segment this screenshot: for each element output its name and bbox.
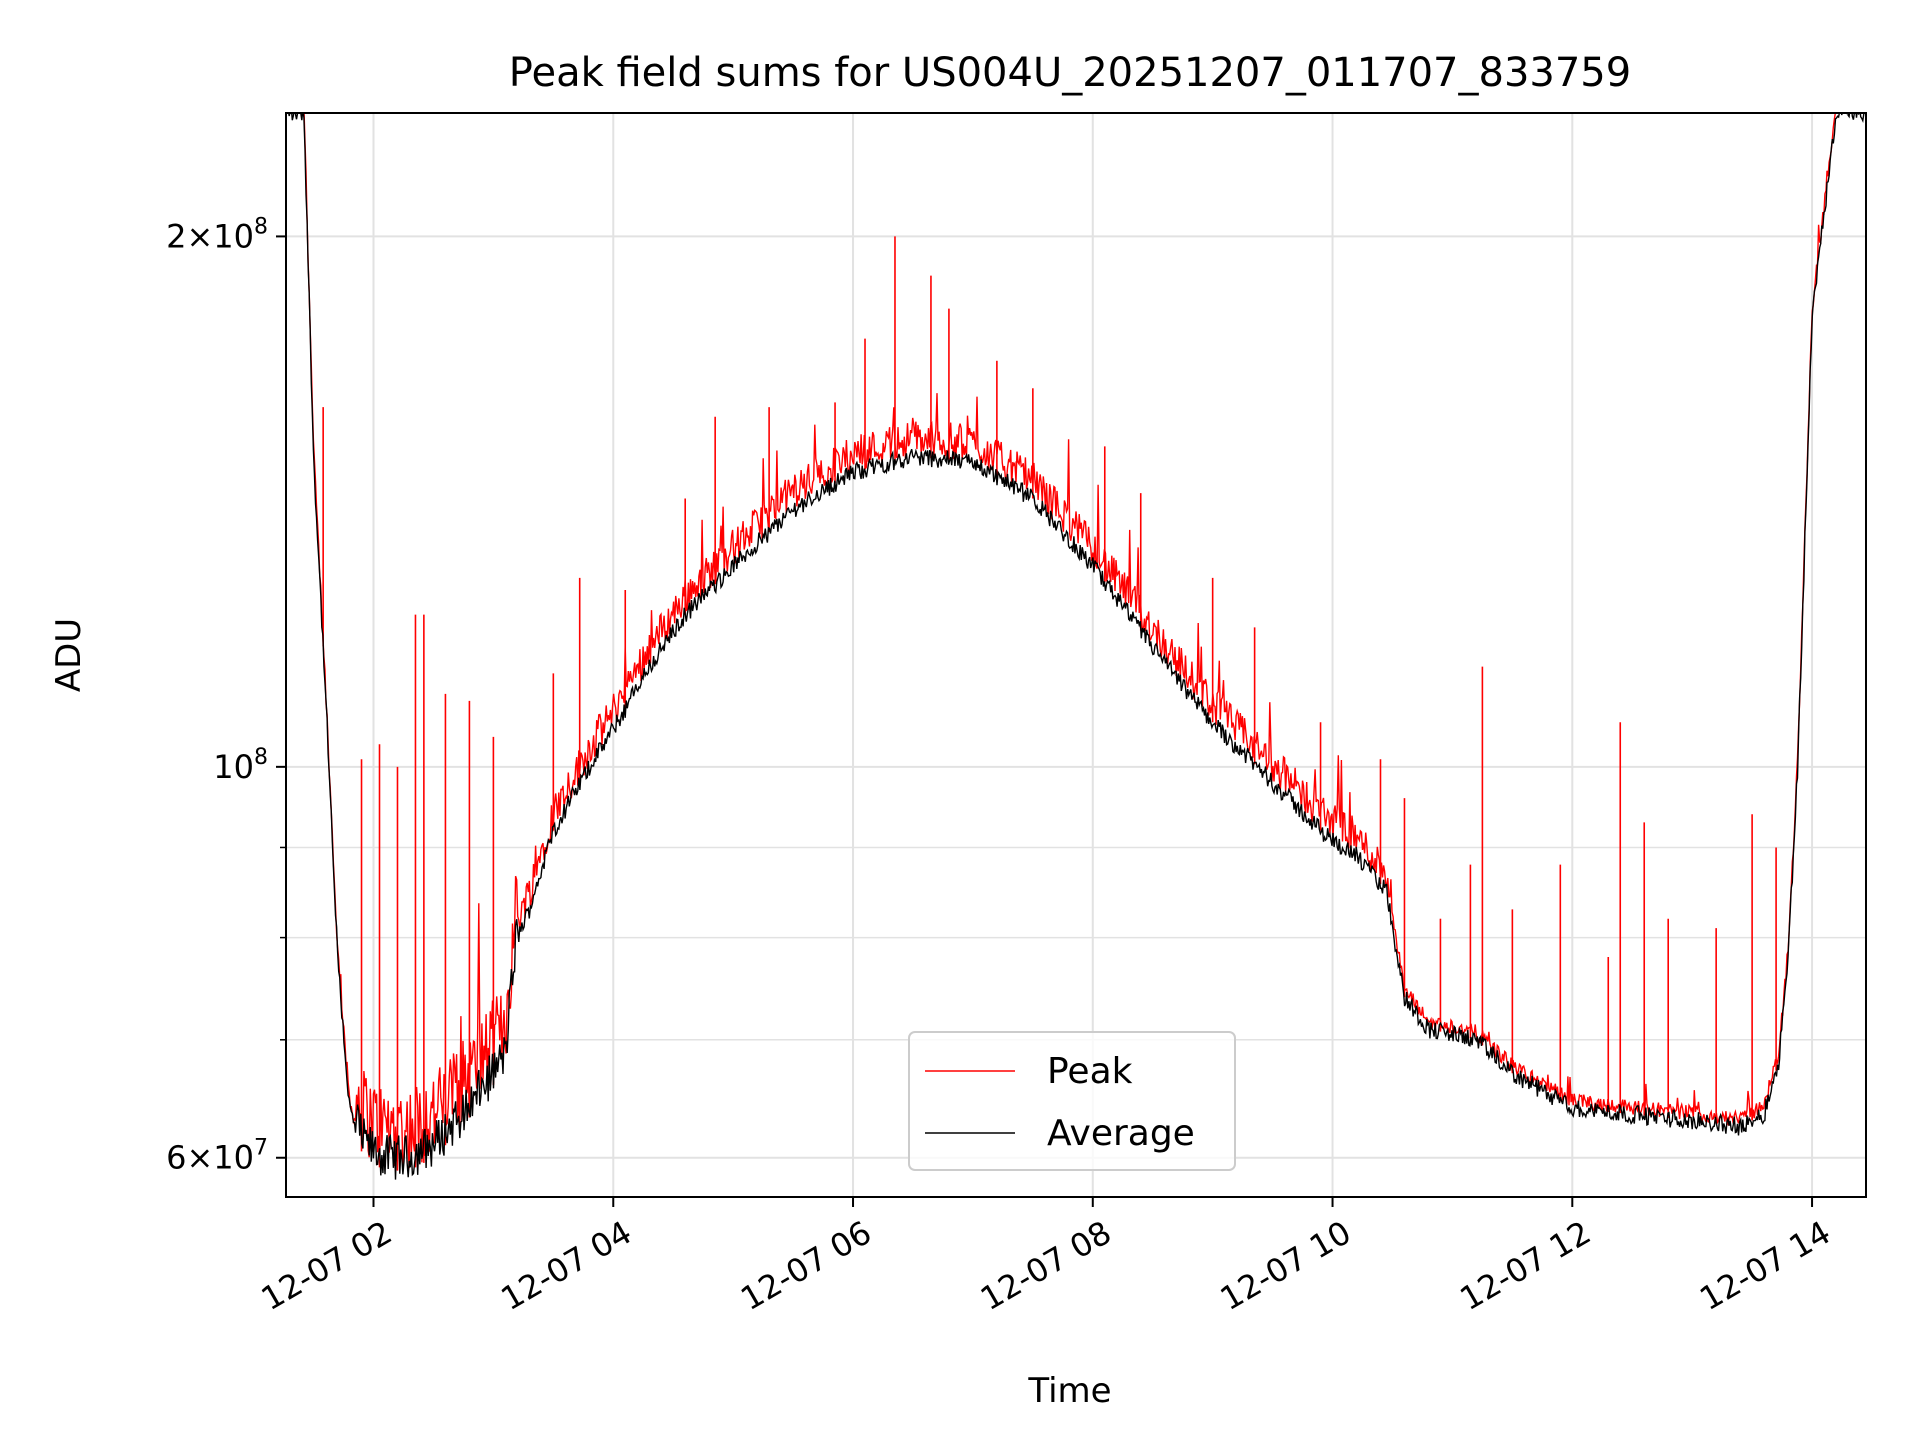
y-axis-ticks: 6×107 108 2×108 bbox=[166, 214, 286, 1177]
chart-title: Peak field sums for US004U_20251207_0117… bbox=[509, 50, 1631, 96]
legend: Peak Average bbox=[908, 1031, 1236, 1171]
legend-average-label: Average bbox=[1047, 1113, 1195, 1154]
plot-frame bbox=[285, 112, 1867, 1198]
grid-lines bbox=[286, 113, 1866, 1197]
y-tick-label: 6×107 bbox=[166, 1136, 268, 1177]
average-series-group bbox=[288, 113, 1866, 1180]
y-tick-label: 2×108 bbox=[166, 214, 268, 255]
y-tick-label: 108 bbox=[213, 745, 268, 786]
legend-peak-label: Peak bbox=[1047, 1051, 1133, 1092]
average-series-line bbox=[288, 113, 1866, 1180]
y-axis-title: ADU bbox=[49, 618, 89, 692]
x-axis-title: Time bbox=[1027, 1371, 1111, 1411]
axes bbox=[285, 112, 1867, 1198]
legend-box bbox=[908, 1031, 1236, 1171]
